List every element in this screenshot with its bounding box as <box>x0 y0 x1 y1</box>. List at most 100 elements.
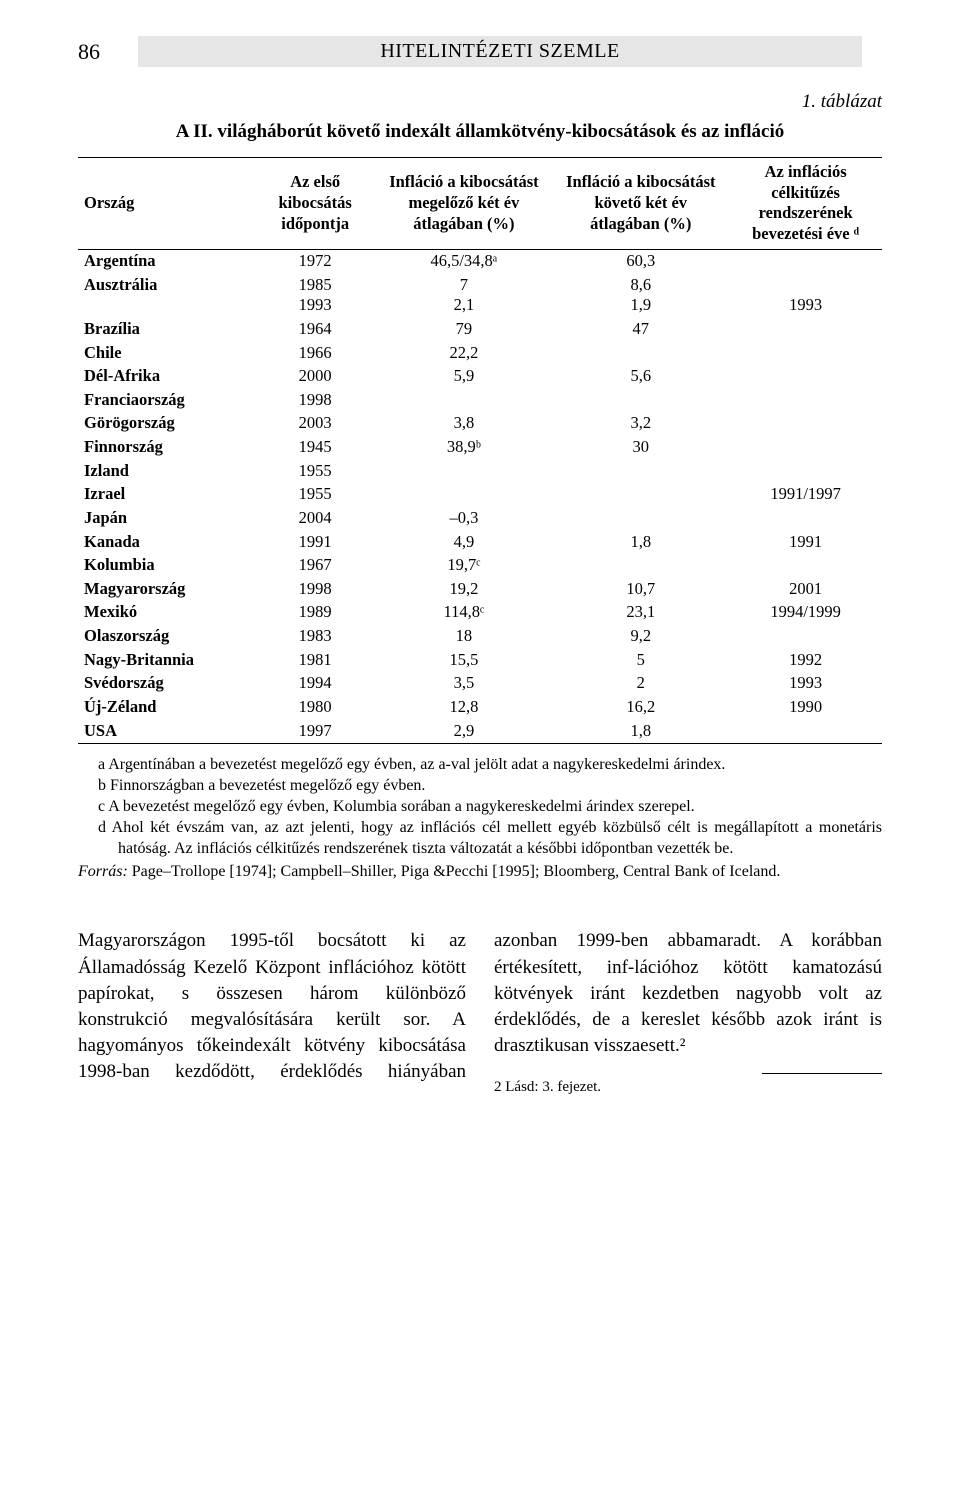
table-cell <box>552 483 729 507</box>
table-cell: 1991/1997 <box>729 483 882 507</box>
col-year: Az első kibocsátás időpontja <box>255 158 376 250</box>
table-cell <box>552 388 729 412</box>
table-cell: 38,9ᵇ <box>375 436 552 460</box>
table-cell: Olaszország <box>78 625 255 649</box>
table-cell: 1,8 <box>552 719 729 743</box>
table-row: Nagy-Britannia198115,551992 <box>78 648 882 672</box>
footnote-b: b Finnországban a bevezetést megelőző eg… <box>98 775 882 796</box>
table-row: Franciaország1998 <box>78 388 882 412</box>
table-cell: 72,1 <box>375 273 552 317</box>
table-cell: 1983 <box>255 625 376 649</box>
table-label: 1. táblázat <box>78 91 882 113</box>
col-pre: Infláció a kibocsátást megelőző két év á… <box>375 158 552 250</box>
table-cell: 1998 <box>255 577 376 601</box>
table-cell: 5,9 <box>375 365 552 389</box>
table-cell: Izrael <box>78 483 255 507</box>
journal-title: HITELINTÉZETI SZEMLE <box>138 36 862 67</box>
table-cell: 1990 <box>729 695 882 719</box>
table-cell: USA <box>78 719 255 743</box>
table-cell: 1981 <box>255 648 376 672</box>
table-cell: Görögország <box>78 412 255 436</box>
table-cell: 5 <box>552 648 729 672</box>
table-cell: 47 <box>552 317 729 341</box>
page-footnote: 2 Lásd: 3. fejezet. <box>494 1078 882 1096</box>
table-row: Izland1955 <box>78 459 882 483</box>
table-cell: 3,2 <box>552 412 729 436</box>
table-cell: 10,7 <box>552 577 729 601</box>
table-cell <box>375 388 552 412</box>
table-row: Ausztrália1985199372,18,61,91993 <box>78 273 882 317</box>
table-cell <box>729 436 882 460</box>
table-cell: 1967 <box>255 554 376 578</box>
table-cell: 1994 <box>255 672 376 696</box>
table-cell: 19,2 <box>375 577 552 601</box>
table-cell: 1993 <box>729 273 882 317</box>
table-cell <box>375 459 552 483</box>
table-cell <box>729 388 882 412</box>
table-row: Chile196622,2 <box>78 341 882 365</box>
table-cell: 1964 <box>255 317 376 341</box>
page-number: 86 <box>78 39 138 65</box>
table-cell: Ausztrália <box>78 273 255 317</box>
table-title: A II. világháborút követő indexált állam… <box>78 121 882 143</box>
table-cell <box>729 459 882 483</box>
body-columns: Magyarországon 1995-től bocsátott ki az … <box>78 928 882 1096</box>
table-cell: Franciaország <box>78 388 255 412</box>
table-cell: 1993 <box>729 672 882 696</box>
table-cell <box>729 249 882 273</box>
table-cell <box>729 506 882 530</box>
table-cell: 18 <box>375 625 552 649</box>
table-cell: 22,2 <box>375 341 552 365</box>
table-cell: Finnország <box>78 436 255 460</box>
table-cell: 9,2 <box>552 625 729 649</box>
table-row: USA19972,91,8 <box>78 719 882 743</box>
table-cell <box>729 625 882 649</box>
table-cell <box>729 719 882 743</box>
table-cell: Argentína <box>78 249 255 273</box>
table-row: Kanada19914,91,81991 <box>78 530 882 554</box>
table-cell: 8,61,9 <box>552 273 729 317</box>
table-cell: 46,5/34,8ᵃ <box>375 249 552 273</box>
table-cell: 1980 <box>255 695 376 719</box>
table-cell <box>729 554 882 578</box>
table-cell: 1966 <box>255 341 376 365</box>
table-cell: 1992 <box>729 648 882 672</box>
table-cell: 2000 <box>255 365 376 389</box>
table-cell: Japán <box>78 506 255 530</box>
table-cell: 3,8 <box>375 412 552 436</box>
table-cell <box>729 412 882 436</box>
table-cell: Svédország <box>78 672 255 696</box>
table-cell: 1972 <box>255 249 376 273</box>
table-cell: Kolumbia <box>78 554 255 578</box>
table-cell: 2 <box>552 672 729 696</box>
table-cell: 2003 <box>255 412 376 436</box>
table-row: Svédország19943,521993 <box>78 672 882 696</box>
table-cell <box>552 459 729 483</box>
table-source: Forrás: Page–Trollope [1974]; Campbell–S… <box>78 861 882 882</box>
table-row: Japán2004–0,3 <box>78 506 882 530</box>
table-cell: 3,5 <box>375 672 552 696</box>
table-cell: 4,9 <box>375 530 552 554</box>
table-cell: 1,8 <box>552 530 729 554</box>
table-cell: 1989 <box>255 601 376 625</box>
table-cell: 15,5 <box>375 648 552 672</box>
table-row: Görögország20033,83,2 <box>78 412 882 436</box>
table-cell: Dél-Afrika <box>78 365 255 389</box>
table-row: Olaszország1983189,2 <box>78 625 882 649</box>
table-row: Mexikó1989114,8ᶜ23,11994/1999 <box>78 601 882 625</box>
table-cell: Nagy-Britannia <box>78 648 255 672</box>
body-paragraph: Magyarországon 1995-től bocsátott ki az … <box>78 928 882 1096</box>
table-cell: 1997 <box>255 719 376 743</box>
table-cell <box>552 506 729 530</box>
footnote-d: d Ahol két évszám van, az azt jelenti, h… <box>98 817 882 859</box>
table-cell: 79 <box>375 317 552 341</box>
footnote-a: a Argentínában a bevezetést megelőző egy… <box>98 754 882 775</box>
table-cell: 1945 <box>255 436 376 460</box>
table-row: Dél-Afrika20005,95,6 <box>78 365 882 389</box>
footnote-c: c A bevezetést megelőző egy évben, Kolum… <box>98 796 882 817</box>
table-cell: –0,3 <box>375 506 552 530</box>
table-cell: 1991 <box>255 530 376 554</box>
table-row: Argentína197246,5/34,8ᵃ60,3 <box>78 249 882 273</box>
table-cell: Brazília <box>78 317 255 341</box>
table-cell: 23,1 <box>552 601 729 625</box>
